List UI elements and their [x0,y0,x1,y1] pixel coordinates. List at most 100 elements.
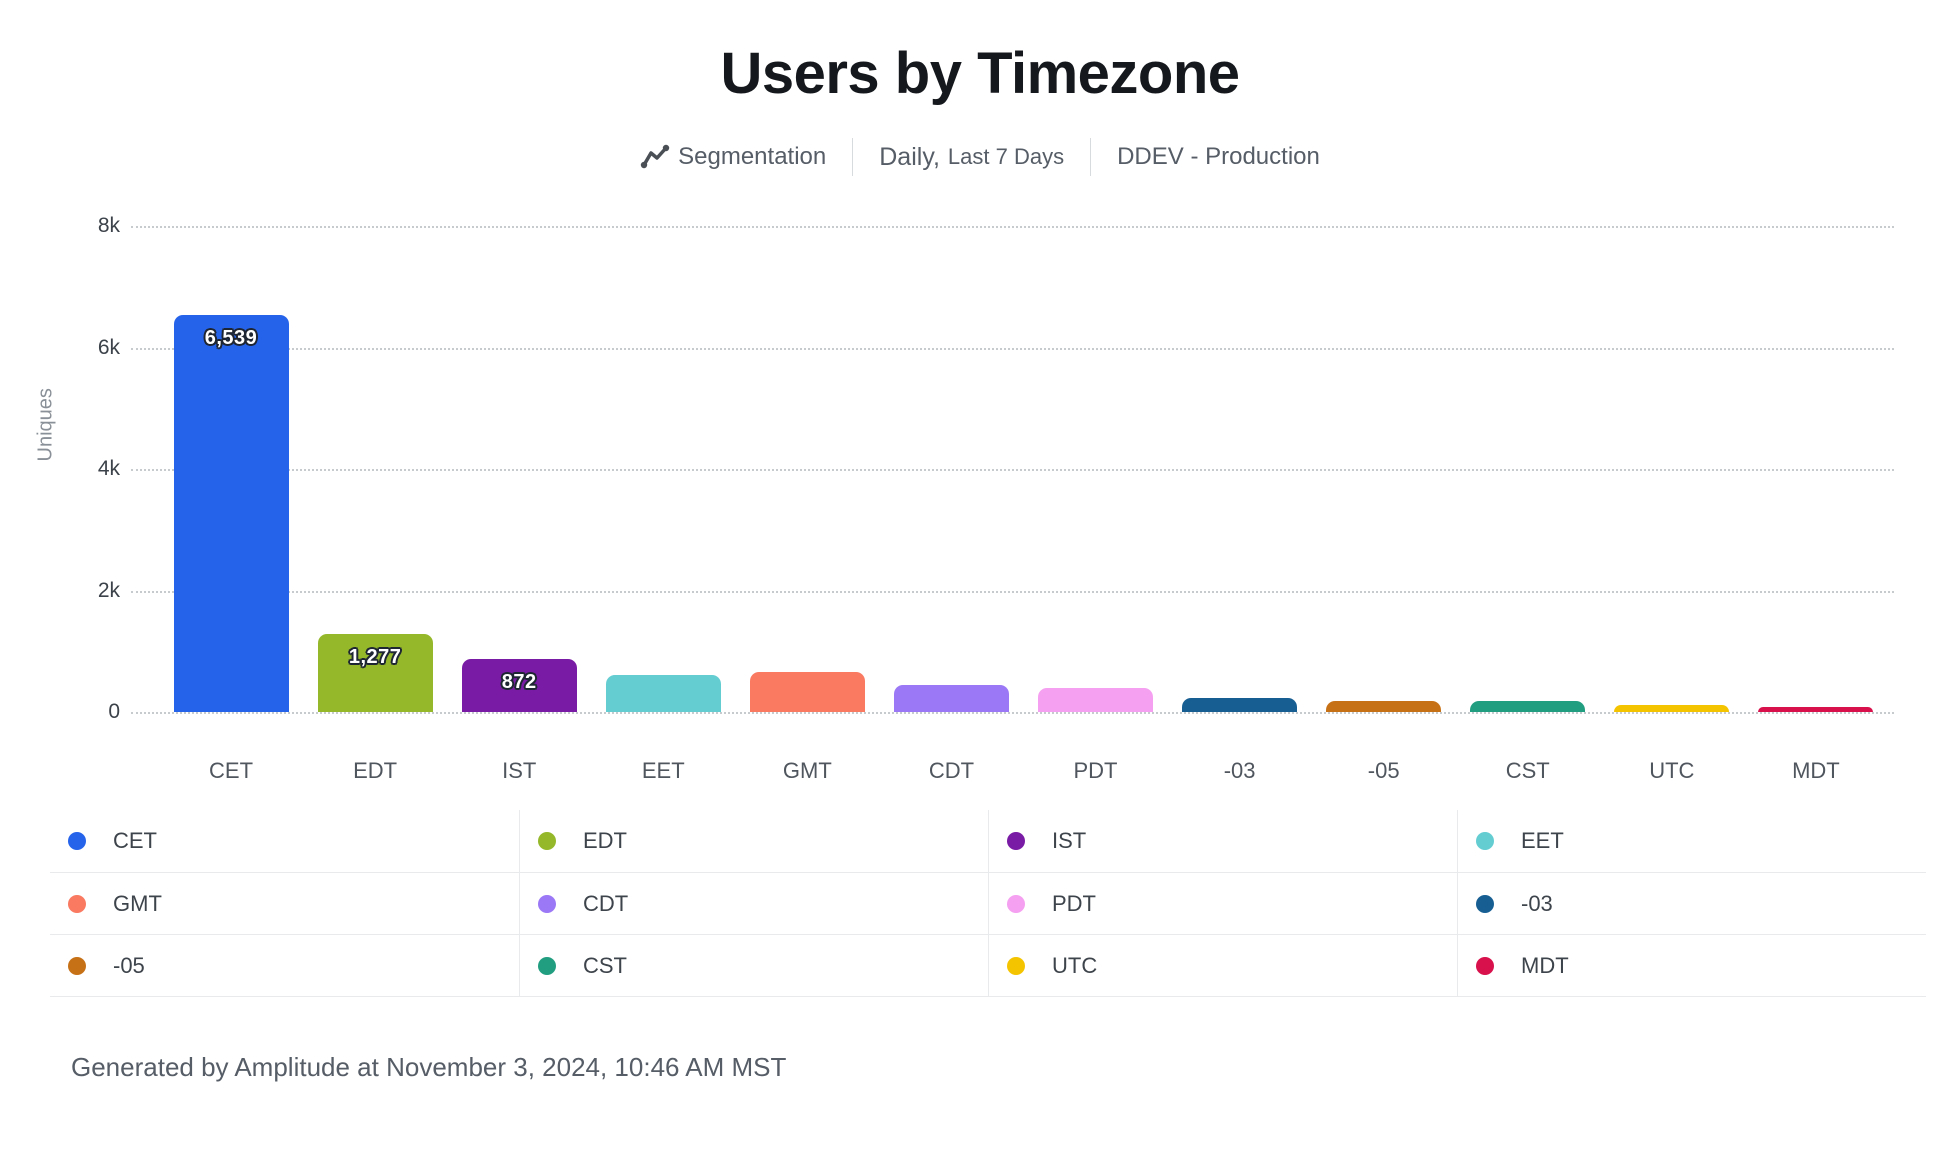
bar-slot-EDT: 1,277 [303,226,447,712]
bar-slot-GMT [735,226,879,712]
gridline-4k [131,469,1894,471]
legend-label: -03 [1521,890,1553,916]
legend-color-dot [1007,832,1025,850]
legend-label: CDT [583,890,629,916]
bar--05[interactable] [1326,701,1442,712]
bar-value-label: 6,539 [204,326,258,349]
bar-slot-CST [1456,226,1600,712]
chart-plot-area: 6,539 1,277 872 [131,226,1894,714]
x-axis: CET EDT IST EET GMT CDT PDT -03 -05 CST UTC MDT [131,758,1894,784]
subtitle-divider [1090,138,1092,176]
x-tick-label-PDT: PDT [1073,758,1118,783]
legend-item-UTC[interactable]: UTC [988,934,1457,996]
subtitle-divider [852,138,854,176]
gridline-6k [131,347,1894,350]
frequency-label: Daily, [879,142,940,171]
gridline-8k [131,226,1894,228]
legend-item--03[interactable]: -03 [1457,872,1926,934]
legend-label: GMT [113,890,162,916]
bar-slot--03 [1168,226,1312,712]
legend-color-dot [1007,894,1025,913]
legend-item-MDT[interactable]: MDT [1457,934,1926,996]
bar-EET[interactable] [605,674,721,712]
x-tick-label--03: -03 [1223,758,1256,783]
legend-color-dot [538,832,556,850]
bar-value-label: 1,277 [348,646,402,669]
subtitle-row: Segmentation Daily, Last 7 Days DDEV - P… [0,138,1960,176]
bar-EDT[interactable]: 1,277 [317,634,433,712]
y-tick-label: 4k [97,457,120,480]
range-label: Last 7 Days [947,144,1065,169]
legend-item-EDT[interactable]: EDT [519,810,988,872]
legend-label: UTC [1052,952,1098,978]
x-tick-label-MDT: MDT [1792,758,1840,783]
legend-item-CST[interactable]: CST [519,934,988,996]
legend-item--05[interactable]: -05 [50,934,519,996]
y-tick-label: 2k [97,578,120,602]
bar-slot-PDT [1023,226,1167,712]
x-tick-label-EDT: EDT [353,758,398,783]
legend-color-dot [1476,894,1494,913]
legend-label: IST [1052,828,1087,853]
chart-type-label: Segmentation [678,143,827,170]
legend-color-dot [68,832,86,850]
y-tick-label: 8k [97,214,120,237]
legend-item-CDT[interactable]: CDT [519,872,988,934]
x-tick-label-CET: CET [209,758,254,783]
x-tick-label-CDT: CDT [928,758,975,783]
x-tick-label-EET: EET [641,758,685,783]
legend-color-dot [1476,956,1494,975]
chart-type-item: Segmentation [640,143,826,171]
bar-group: 6,539 1,277 872 [131,226,1894,712]
page-title: Users by Timezone [720,41,1240,106]
bar-UTC[interactable] [1614,704,1730,712]
bar-slot-EET [591,226,735,712]
bar-value-label: 872 [501,671,537,694]
legend-label: EET [1521,828,1564,853]
project-item: DDEV - Production [1117,143,1320,171]
x-tick-label-IST: IST [502,758,537,783]
legend-color-dot [68,956,86,975]
bar-slot--05 [1312,226,1456,712]
date-range-item: Daily, Last 7 Days [879,143,1064,172]
legend-item-EET[interactable]: EET [1457,810,1926,872]
bar-slot-UTC [1600,226,1744,712]
legend-item-GMT[interactable]: GMT [50,872,519,934]
bar-CST[interactable] [1470,701,1586,712]
legend-color-dot [68,894,86,913]
bar-slot-CET: 6,539 [159,226,303,712]
legend-item-PDT[interactable]: PDT [988,872,1457,934]
x-tick-label-GMT: GMT [782,758,832,783]
legend-label: EDT [583,828,627,853]
bar-IST[interactable]: 872 [461,659,577,712]
line-chart-icon [640,143,670,171]
x-tick-label--05: -05 [1367,758,1400,783]
legend-color-dot [538,956,556,975]
legend-label: MDT [1521,952,1569,978]
bar-GMT[interactable] [749,672,865,712]
bar-MDT[interactable] [1758,706,1874,712]
legend-label: CET [113,828,157,853]
legend: CET EDT IST EET GMT CDT PDT -03 -05 CST UTC MDT [50,810,1926,997]
legend-color-dot [538,894,556,913]
gridline-2k [131,590,1894,593]
y-axis: 0 2k 4k 6k 8k [0,214,120,723]
legend-item-IST[interactable]: IST [988,810,1457,872]
footer-attribution: Generated by Amplitude at November 3, 20… [71,1052,787,1082]
project-label: DDEV - Production [1117,143,1320,170]
legend-color-dot [1007,956,1025,975]
legend-item-CET[interactable]: CET [50,810,519,872]
bar--03[interactable] [1182,698,1298,712]
legend-color-dot [1476,832,1494,850]
legend-label: CST [583,952,627,978]
bar-PDT[interactable] [1038,688,1153,712]
x-tick-label-UTC: UTC [1649,758,1695,783]
bar-CDT[interactable] [893,684,1009,712]
bar-slot-IST: 872 [447,226,591,712]
legend-label: PDT [1052,890,1096,916]
bar-CET[interactable]: 6,539 [173,314,289,712]
x-tick-label-CST: CST [1505,758,1550,783]
bar-slot-MDT [1744,226,1888,712]
y-tick-label: 6k [97,335,120,359]
